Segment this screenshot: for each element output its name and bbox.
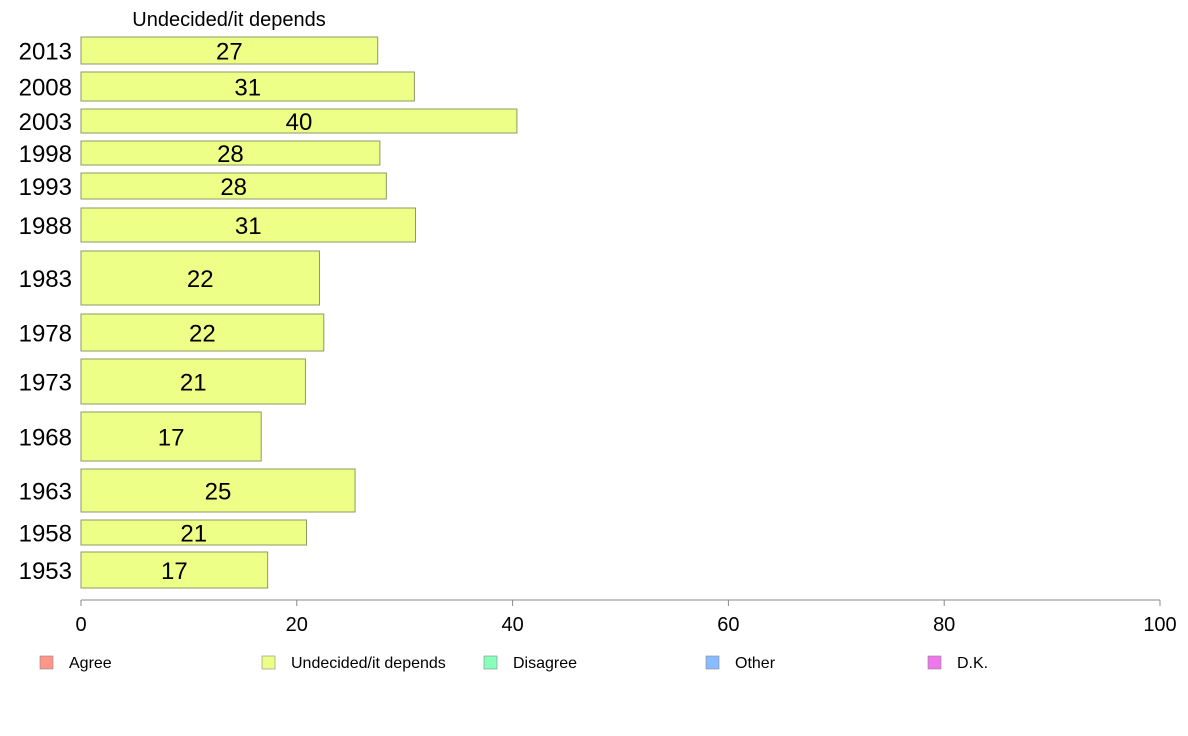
- legend-label-undecided-it-depends: Undecided/it depends: [291, 655, 446, 672]
- bar-label-1983: 22: [187, 266, 214, 293]
- year-label-1973: 1973: [19, 370, 72, 397]
- year-label-1993: 1993: [19, 174, 72, 201]
- legend-swatch-other: [705, 655, 720, 670]
- bar-label-2013: 27: [216, 39, 243, 66]
- x-tick-label-0: 0: [75, 614, 86, 636]
- legend-swatch-d-k: [927, 655, 942, 670]
- bar-1963: [80, 468, 356, 513]
- year-label-2013: 2013: [19, 39, 72, 66]
- bar-1973: [80, 358, 306, 405]
- year-label-1958: 1958: [19, 521, 72, 548]
- series-title: Undecided/it depends: [132, 9, 325, 31]
- legend-swatch-agree: [39, 655, 54, 670]
- year-label-1963: 1963: [19, 479, 72, 506]
- x-axis: 0 20 40 60 80 100: [75, 599, 1177, 636]
- x-tick-label-80: 80: [933, 614, 955, 636]
- year-label-1978: 1978: [19, 321, 72, 348]
- bar-2013: [80, 36, 379, 65]
- bars-group: 2013 27 2008 31 2003 40 1998 28 1993 28 1988 31 1983…: [19, 36, 518, 589]
- x-tick-label-20: 20: [286, 614, 308, 636]
- bar-label-1963: 25: [205, 479, 232, 506]
- year-label-1968: 1968: [19, 425, 72, 452]
- bar-label-2008: 31: [234, 75, 261, 102]
- legend: Agree Undecided/it depends Disagree Other D.…: [39, 655, 988, 672]
- legend-label-disagree: Disagree: [513, 655, 577, 672]
- year-label-1998: 1998: [19, 141, 72, 168]
- year-label-2008: 2008: [19, 75, 72, 102]
- year-label-1983: 1983: [19, 266, 72, 293]
- legend-label-d-k: D.K.: [957, 655, 988, 672]
- bar-1998: [80, 140, 381, 166]
- legend-label-agree: Agree: [69, 655, 112, 672]
- bar-2003: [80, 108, 518, 134]
- bar-1958: [80, 519, 308, 546]
- bar-label-1973: 21: [180, 370, 207, 397]
- year-label-2003: 2003: [19, 109, 72, 136]
- bar-1993: [80, 172, 387, 200]
- legend-swatch-undecided-it-depends: [261, 655, 276, 670]
- year-label-1953: 1953: [19, 558, 72, 585]
- bar-1983: [80, 250, 320, 306]
- bar-label-1993: 28: [220, 174, 247, 201]
- x-tick-label-40: 40: [501, 614, 523, 636]
- bar-label-1988: 31: [235, 213, 262, 240]
- legend-label-other: Other: [735, 655, 776, 672]
- bar-2008: [80, 71, 415, 102]
- bar-label-1998: 28: [217, 141, 244, 168]
- year-label-1988: 1988: [19, 213, 72, 240]
- x-tick-label-60: 60: [717, 614, 739, 636]
- x-tick-label-100: 100: [1143, 614, 1176, 636]
- legend-swatch-disagree: [483, 655, 498, 670]
- bar-1953: [80, 551, 269, 589]
- bar-1968: [80, 411, 262, 462]
- bar-1988: [80, 207, 416, 243]
- bar-1978: [80, 313, 325, 352]
- bar-label-2003: 40: [286, 109, 313, 136]
- bar-label-1968: 17: [158, 425, 185, 452]
- bar-label-1958: 21: [180, 521, 207, 548]
- bar-label-1978: 22: [189, 321, 216, 348]
- bar-label-1953: 17: [161, 558, 188, 585]
